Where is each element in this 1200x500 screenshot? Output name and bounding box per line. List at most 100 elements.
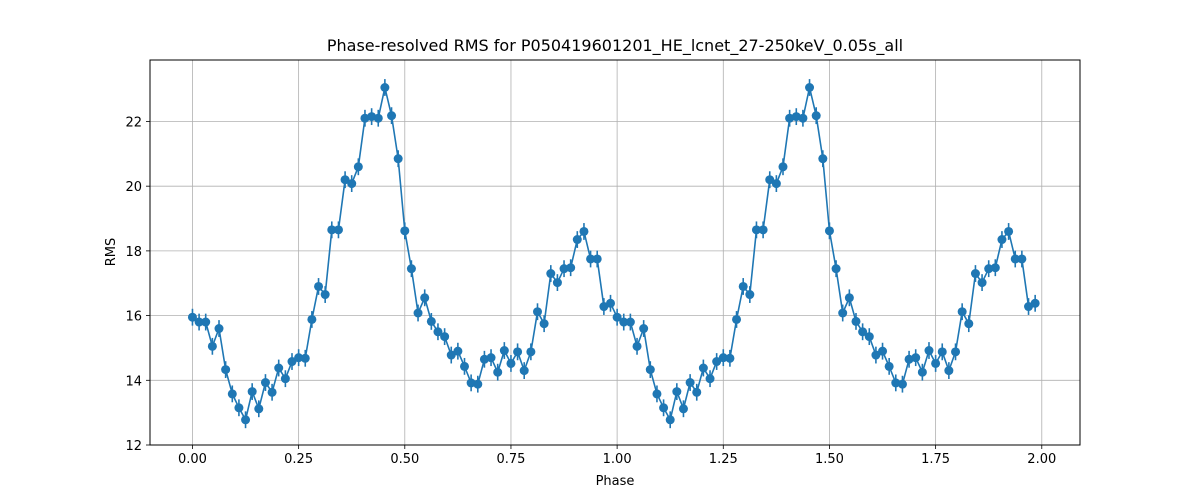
data-point xyxy=(951,347,961,357)
data-point xyxy=(493,367,503,377)
data-point xyxy=(420,293,430,303)
data-point xyxy=(632,341,642,351)
x-tick-label: 2.00 xyxy=(1027,452,1056,467)
data-point xyxy=(858,327,868,337)
data-point xyxy=(964,319,974,329)
data-point xyxy=(294,353,304,363)
x-tick-label: 0.75 xyxy=(496,452,525,467)
data-point xyxy=(201,317,211,327)
data-point xyxy=(931,358,941,368)
data-point xyxy=(519,366,529,376)
data-point xyxy=(194,317,204,327)
data-point xyxy=(984,264,994,274)
data-point xyxy=(433,327,443,337)
data-point xyxy=(207,341,217,351)
data-point xyxy=(440,332,450,342)
y-tick-label: 18 xyxy=(125,245,142,260)
data-point xyxy=(944,366,954,376)
y-tick-label: 22 xyxy=(125,115,142,130)
y-tick-label: 20 xyxy=(125,180,142,195)
data-point xyxy=(751,225,761,235)
data-point xyxy=(267,387,277,397)
data-point xyxy=(805,83,815,92)
x-tick-label: 1.25 xyxy=(709,452,738,467)
data-point xyxy=(705,374,715,384)
data-point xyxy=(878,346,888,356)
data-point xyxy=(413,308,423,318)
x-axis-ticks: 0.00 0.25 0.50 0.75 1.00 1.25 1.50 1.75 2.00 xyxy=(178,445,1056,467)
data-point xyxy=(685,378,695,388)
data-point xyxy=(897,379,907,389)
y-tick-label: 14 xyxy=(125,374,142,389)
data-point xyxy=(831,264,841,274)
data-point xyxy=(798,113,808,123)
data-point xyxy=(732,314,742,324)
data-point xyxy=(327,225,337,235)
data-point xyxy=(778,162,788,172)
data-point xyxy=(1030,298,1040,308)
x-tick-label: 1.50 xyxy=(815,452,844,467)
data-point xyxy=(659,403,669,413)
x-tick-label: 0.00 xyxy=(178,452,207,467)
data-point xyxy=(612,312,622,322)
data-point xyxy=(652,389,662,399)
data-point xyxy=(771,179,781,189)
y-tick-label: 16 xyxy=(125,310,142,325)
data-point xyxy=(300,353,310,363)
data-point xyxy=(917,367,927,377)
data-point xyxy=(851,316,861,326)
data-point xyxy=(533,307,542,317)
data-point xyxy=(811,111,821,121)
data-point xyxy=(765,175,775,185)
data-point xyxy=(214,324,224,334)
data-point xyxy=(187,312,197,322)
data-point xyxy=(718,353,728,363)
data-point xyxy=(738,281,748,291)
data-point xyxy=(758,225,768,235)
data-point xyxy=(645,365,655,375)
data-point xyxy=(745,290,755,300)
data-point xyxy=(400,226,410,236)
data-point xyxy=(572,235,582,245)
data-point xyxy=(818,154,828,164)
x-tick-label: 0.50 xyxy=(390,452,419,467)
data-point xyxy=(526,347,536,357)
data-point xyxy=(997,235,1007,245)
data-point xyxy=(559,264,569,274)
x-tick-label: 0.25 xyxy=(284,452,313,467)
data-point xyxy=(1010,254,1020,264)
data-point xyxy=(1004,226,1014,236)
data-point xyxy=(844,293,854,303)
data-point xyxy=(864,332,874,342)
data-point xyxy=(546,269,556,279)
data-point xyxy=(426,316,436,326)
data-point xyxy=(499,346,509,356)
data-point xyxy=(957,307,967,317)
data-point xyxy=(552,278,562,288)
data-point xyxy=(824,226,834,236)
data-point xyxy=(340,175,350,185)
data-point xyxy=(977,278,987,288)
data-point xyxy=(320,290,330,300)
data-point xyxy=(586,254,596,264)
data-point xyxy=(506,358,516,368)
data-point xyxy=(970,269,980,279)
data-point xyxy=(639,324,649,334)
data-point xyxy=(466,378,476,388)
data-point xyxy=(513,347,523,357)
data-point xyxy=(453,346,463,356)
data-point xyxy=(566,263,576,273)
data-point xyxy=(605,298,615,308)
data-point xyxy=(393,154,403,164)
data-point xyxy=(333,225,343,235)
data-point xyxy=(678,404,688,414)
data-point xyxy=(307,314,317,324)
y-axis-ticks: 12 14 16 18 20 22 xyxy=(125,115,150,454)
data-point xyxy=(380,83,390,92)
data-point xyxy=(665,415,675,425)
data-point xyxy=(884,361,894,371)
chart-title: Phase-resolved RMS for P050419601201_HE_… xyxy=(327,36,903,56)
data-point xyxy=(911,353,921,363)
data-point xyxy=(619,317,629,327)
